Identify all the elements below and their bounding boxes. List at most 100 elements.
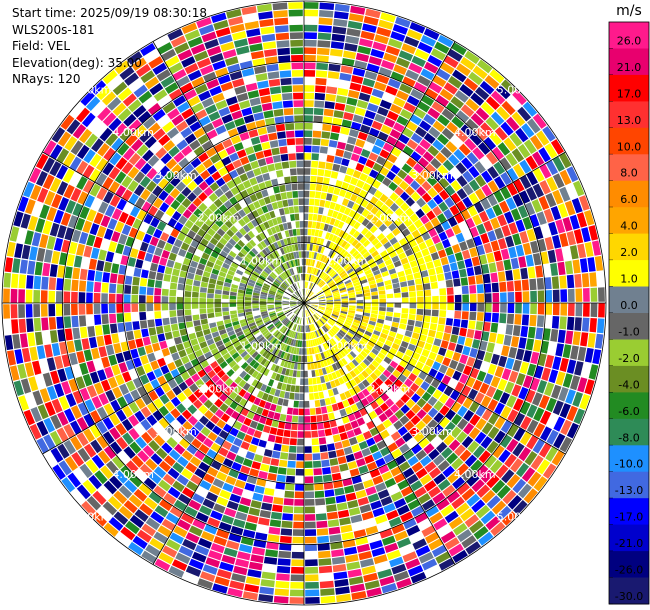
ppi-cell (117, 322, 125, 333)
ppi-cell (288, 253, 293, 260)
ppi-cell (519, 159, 532, 174)
ppi-cell (350, 5, 366, 15)
ppi-cell (230, 313, 238, 319)
ppi-cell (323, 313, 330, 318)
ppi-cell (371, 250, 379, 258)
ppi-cell (138, 483, 152, 496)
ppi-cell (432, 295, 439, 303)
ppi-cell (294, 115, 304, 122)
ppi-cell (193, 410, 203, 420)
ppi-cell (341, 261, 348, 268)
ppi-cell (254, 255, 262, 263)
ring-label: 4.00km (112, 126, 154, 139)
ppi-cell (511, 111, 526, 127)
ppi-cell (367, 493, 380, 503)
ppi-cell (421, 391, 432, 402)
ppi-cell (475, 107, 490, 121)
ppi-cell (377, 568, 393, 579)
ppi-cell (423, 113, 436, 126)
ppi-cell (590, 287, 598, 302)
ppi-cell (287, 199, 294, 207)
ppi-cell (321, 316, 328, 322)
ppi-cell (335, 148, 345, 157)
ppi-cell (93, 382, 104, 395)
ppi-cell (292, 294, 299, 299)
ppi-cell (318, 429, 326, 437)
ppi-cell (246, 410, 255, 420)
ppi-cell (260, 463, 270, 472)
ppi-cell (588, 225, 599, 241)
ppi-cell (517, 205, 529, 219)
ppi-cell (239, 318, 247, 324)
ppi-cell (386, 311, 394, 317)
ppi-cell (574, 273, 582, 288)
ppi-cell (267, 434, 276, 443)
colorbar-tick-label: 21.0 (617, 61, 642, 74)
ppi-cell (348, 258, 356, 265)
ppi-cell (481, 264, 490, 274)
ppi-cell (49, 264, 58, 277)
ppi-cell (198, 537, 212, 549)
ppi-cell (313, 268, 317, 275)
ppi-cell (204, 524, 218, 535)
ppi-cell (107, 218, 118, 230)
ppi-cell (372, 41, 387, 52)
ppi-cell (371, 306, 379, 311)
ppi-cell (260, 296, 267, 300)
ppi-cell (154, 558, 171, 572)
ppi-cell (320, 192, 327, 200)
ppi-cell (253, 312, 261, 317)
ppi-cell (272, 396, 279, 405)
ppi-cell (273, 259, 280, 267)
ppi-cell (269, 288, 277, 293)
ppi-cell (76, 484, 91, 500)
ppi-cell (246, 514, 259, 524)
ppi-cell (501, 511, 517, 526)
ppi-cell (427, 107, 441, 120)
ppi-cell (209, 85, 222, 97)
ppi-cell (450, 389, 460, 401)
ppi-cell (231, 352, 240, 360)
ppi-cell (221, 554, 236, 565)
ppi-cell (281, 85, 293, 93)
ppi-cell (171, 245, 180, 255)
ppi-cell (46, 235, 56, 250)
ppi-cell (178, 215, 188, 225)
ppi-cell (243, 13, 258, 23)
ppi-cell (435, 551, 451, 564)
ppi-cell (219, 214, 228, 223)
ppi-cell (460, 124, 474, 137)
ppi-cell (245, 451, 255, 460)
ppi-cell (419, 120, 432, 132)
ppi-cell (201, 323, 210, 331)
ppi-cell (352, 203, 360, 212)
ppi-cell (220, 333, 229, 340)
ppi-cell (202, 564, 218, 575)
ppi-cell (255, 406, 264, 415)
ppi-cell (504, 381, 515, 394)
ppi-cell (214, 188, 224, 198)
ppi-cell (401, 292, 409, 298)
ppi-cell (192, 291, 199, 298)
ppi-cell (427, 55, 443, 67)
ppi-cell (130, 348, 139, 359)
ppi-cell (109, 152, 122, 166)
ppi-cell (108, 166, 121, 180)
ppi-cell (169, 289, 177, 297)
ppi-cell (76, 176, 88, 190)
ppi-cell (223, 286, 231, 292)
ppi-cell (545, 160, 559, 176)
ppi-cell (378, 183, 388, 193)
ppi-cell (243, 163, 252, 172)
ppi-cell (267, 306, 275, 309)
ppi-cell (575, 288, 583, 302)
ppi-cell (318, 391, 325, 399)
ppi-cell (216, 320, 224, 327)
ppi-cell (484, 455, 497, 469)
ppi-cell (258, 416, 267, 425)
ppi-cell (35, 153, 49, 170)
ppi-cell (332, 564, 347, 573)
ppi-cell (304, 266, 306, 273)
ppi-cell (437, 382, 447, 393)
ppi-cell (90, 439, 103, 454)
